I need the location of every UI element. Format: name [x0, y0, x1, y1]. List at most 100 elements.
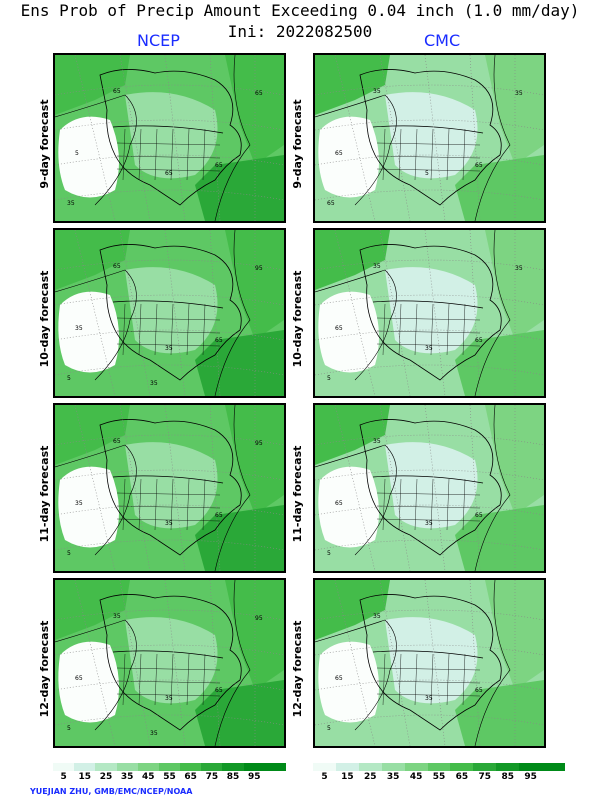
contour-label: 35: [165, 695, 173, 702]
latitude-line: [55, 84, 284, 96]
longitude-line: [119, 55, 151, 221]
dry-region-west: [58, 466, 119, 548]
longitude-line: [119, 230, 151, 396]
state-border: [376, 505, 481, 509]
longitude-line: [164, 55, 186, 221]
dry-region-west: [318, 641, 379, 723]
high-prob-region-ne: [225, 405, 284, 515]
state-border: [462, 303, 466, 356]
state-border: [154, 478, 158, 531]
row-label-12-day-cmc: 12-day forecast: [291, 620, 304, 718]
latitude-line: [55, 329, 284, 341]
state-border: [462, 478, 466, 531]
contour-label: 65: [165, 170, 173, 177]
contour-line: [214, 405, 251, 571]
state-border: [376, 330, 481, 334]
longitude-line: [424, 230, 446, 396]
contour-line: [315, 269, 397, 381]
state-border: [116, 168, 221, 172]
state-border: [382, 478, 386, 531]
state-border: [122, 653, 126, 706]
state-border: [116, 518, 221, 522]
row-label-10-day: 10-day forecast: [38, 270, 51, 368]
longitude-line: [164, 230, 186, 396]
map-field: 65 5 35 65 65 65: [55, 55, 284, 221]
contour-label: 35: [67, 200, 75, 207]
longitude-line: [209, 580, 221, 746]
init-time: Ini: 2022082500: [227, 22, 373, 41]
contour-label: 5: [327, 375, 331, 382]
longitude-line: [379, 405, 411, 571]
contour-line: [214, 230, 251, 396]
state-border: [414, 128, 418, 181]
contour-line: [474, 580, 511, 746]
state-border: [186, 128, 190, 181]
colorbar-tick-label: 65: [184, 772, 197, 782]
state-border: [116, 343, 221, 347]
state-border: [446, 303, 450, 356]
row-label-12-day: 12-day forecast: [38, 620, 51, 718]
latitude-line: [55, 434, 284, 446]
contour-label: 35: [425, 695, 433, 702]
latitude-line: [315, 434, 544, 446]
state-border: [202, 303, 206, 356]
dry-region-west: [58, 641, 119, 723]
contour-label: 65: [335, 325, 343, 332]
contour-label: 35: [373, 88, 381, 95]
high-prob-region-nw: [55, 580, 130, 640]
state-border: [170, 303, 174, 356]
contour-line: [214, 580, 251, 746]
longitude-line: [379, 55, 411, 221]
contour-label: 65: [215, 687, 223, 694]
colorbar-tick-label: 25: [364, 772, 377, 782]
continent-outline: [359, 244, 502, 381]
state-border: [382, 128, 386, 181]
contour-label: 35: [373, 438, 381, 445]
latitude-line: [55, 119, 284, 131]
contour-label: 65: [113, 263, 121, 270]
map-panel-cmc-12day: 35 65 5 35 65: [313, 578, 546, 748]
colorbar-cmc: [313, 763, 565, 771]
national-border: [372, 300, 484, 309]
map-panel-ncep-12day: 35 65 5 35 65 95 35: [53, 578, 286, 748]
colorbar-swatch: [381, 763, 405, 771]
latitude-line: [315, 609, 544, 621]
longitude-line: [379, 580, 411, 746]
longitude-line: [209, 405, 221, 571]
colorbar-tick-label: 35: [386, 772, 400, 782]
state-border: [116, 505, 221, 509]
dry-region-west: [58, 291, 119, 373]
state-border: [398, 478, 402, 531]
high-prob-region-nw: [315, 405, 390, 465]
colorbar-swatch: [116, 763, 138, 771]
longitude-line: [119, 405, 151, 571]
continent-outline: [99, 244, 242, 381]
colorbar-swatch: [180, 763, 202, 771]
state-border: [376, 155, 481, 159]
map-field: 35 65 5 35 65 95 35: [55, 580, 284, 746]
high-prob-region-ne: [225, 230, 284, 340]
national-border: [372, 125, 484, 134]
colorbar-swatch: [264, 763, 286, 771]
state-border: [138, 128, 142, 181]
longitude-line: [209, 55, 221, 221]
latitude-line: [55, 539, 284, 551]
state-border: [414, 653, 418, 706]
colorbar-tick-label: 95: [247, 772, 261, 782]
state-border: [376, 317, 481, 321]
row-label-11-day: 11-day forecast: [38, 445, 51, 543]
map-panel-ncep-9day: 65 5 35 65 65 65: [53, 53, 286, 223]
contour-line: [55, 444, 137, 556]
state-border: [398, 303, 402, 356]
high-prob-region-ne: [225, 55, 284, 165]
high-prob-region-nw: [55, 55, 130, 115]
state-border: [116, 492, 221, 496]
latitude-line: [315, 329, 544, 341]
contour-line: [55, 94, 137, 206]
contour-label: 35: [75, 325, 83, 332]
state-border: [122, 303, 126, 356]
state-border: [116, 680, 221, 684]
latitude-line: [315, 84, 544, 96]
state-border: [376, 518, 481, 522]
contour-label: 5: [67, 725, 71, 732]
